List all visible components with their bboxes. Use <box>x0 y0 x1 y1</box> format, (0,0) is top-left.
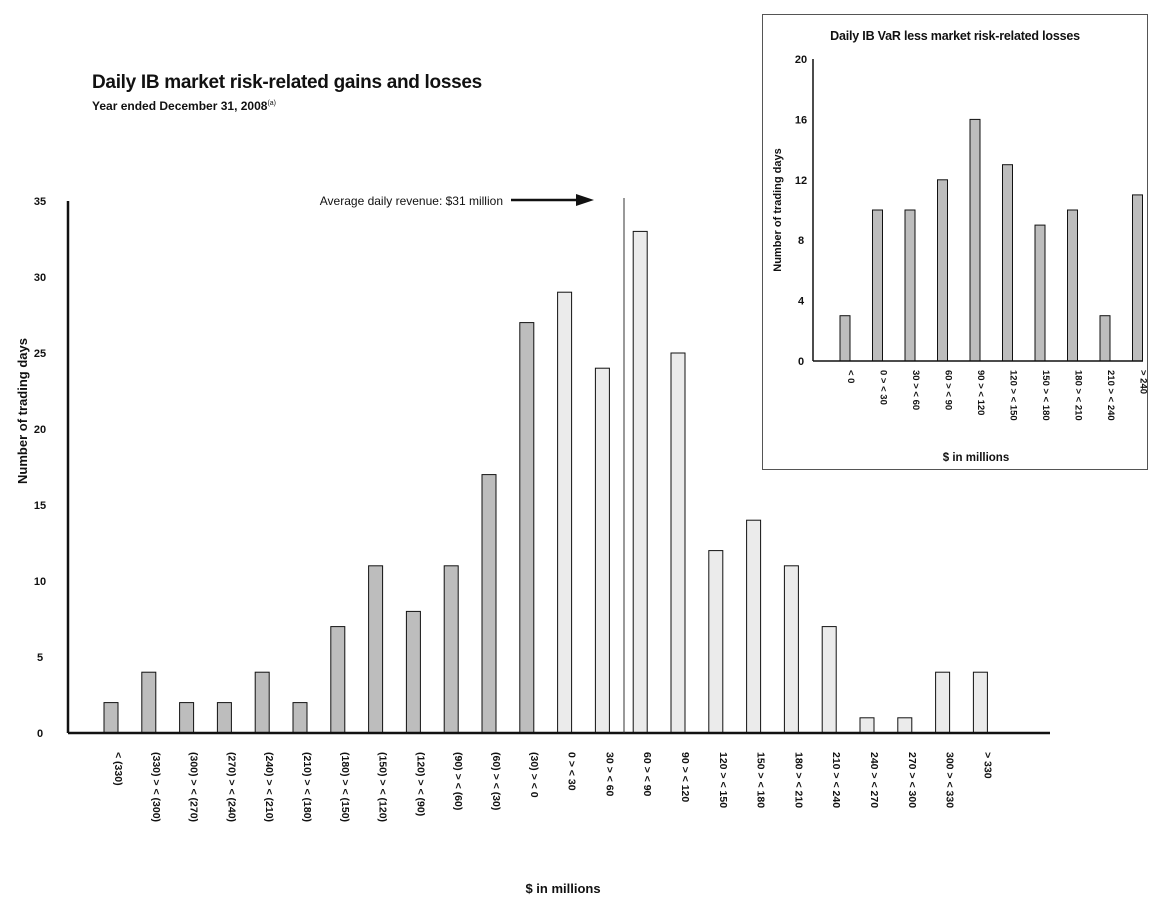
inset-x-tick-label: 210 > < 240 <box>1105 370 1116 421</box>
main-x-tick-label: > 330 <box>981 752 993 779</box>
main-y-tick-label: 10 <box>34 576 46 588</box>
main-bar <box>557 291 573 734</box>
main-bar <box>519 322 535 734</box>
inset-bar <box>839 315 851 362</box>
annotation-arrow-head <box>576 194 594 206</box>
main-x-tick-label: 120 > < 150 <box>717 752 729 808</box>
inset-x-tick-label: 30 > < 60 <box>910 370 921 410</box>
main-bar <box>103 702 119 734</box>
main-x-tick-label: (300) > < (270) <box>188 752 200 822</box>
main-y-axis-label: Number of trading days <box>15 338 30 484</box>
main-bar <box>443 565 459 734</box>
main-x-tick-label: 240 > < 270 <box>868 752 880 808</box>
inset-bar <box>872 209 883 362</box>
main-x-tick-label: 300 > < 330 <box>944 752 956 808</box>
inset-bar <box>937 179 948 362</box>
main-bar <box>708 550 724 734</box>
main-bar <box>405 610 421 734</box>
inset-x-tick-label: 60 > < 90 <box>943 370 954 410</box>
main-bar <box>594 367 610 734</box>
main-bar <box>179 702 195 734</box>
subtitle-footnote-marker: (a) <box>267 100 277 107</box>
main-bar <box>292 702 308 734</box>
main-x-tick-label: (90) > < (60) <box>452 752 464 810</box>
inset-y-tick-label: 16 <box>795 114 807 126</box>
inset-bar <box>1099 315 1111 362</box>
main-bar <box>254 671 270 734</box>
main-bar <box>481 474 497 734</box>
main-chart-subtitle: Year ended December 31, 2008(a) <box>92 99 276 113</box>
inset-bar <box>969 118 981 362</box>
average-revenue-annotation: Average daily revenue: $31 million <box>320 194 503 208</box>
inset-bar <box>1002 164 1013 362</box>
inset-bar <box>904 209 916 362</box>
inset-x-tick-label: 180 > < 210 <box>1073 370 1084 421</box>
main-x-tick-label: (240) > < (210) <box>263 752 275 822</box>
inset-y-tick-label: 8 <box>798 235 804 247</box>
inset-y-axis-label: Number of trading days <box>772 148 784 271</box>
main-x-tick-label: < (330) <box>112 752 124 786</box>
inset-x-tick-label: 0 > < 30 <box>878 370 889 405</box>
inset-y-tick-label: 4 <box>798 296 805 308</box>
main-y-tick-label: 20 <box>34 424 46 436</box>
inset-bar <box>1067 209 1078 362</box>
main-y-tick-label: 15 <box>34 500 46 512</box>
main-x-tick-label: (270) > < (240) <box>225 752 237 822</box>
inset-x-tick-label: > 240 <box>1138 370 1148 394</box>
main-y-tick-label: 25 <box>34 348 46 360</box>
main-bar <box>935 671 951 734</box>
main-bar <box>141 671 157 734</box>
main-y-tick-label: 0 <box>37 728 43 740</box>
main-x-tick-label: 210 > < 240 <box>830 752 842 808</box>
main-bar <box>897 717 913 734</box>
main-chart-subtitle-text: Year ended December 31, 2008 <box>92 99 268 113</box>
main-bar <box>746 519 762 734</box>
main-y-tick-label: 35 <box>34 196 46 208</box>
inset-y-tick-label: 0 <box>798 356 804 368</box>
main-x-tick-label: (180) > < (150) <box>339 752 351 822</box>
main-x-tick-label: 180 > < 210 <box>792 752 804 808</box>
main-x-axis-label: $ in millions <box>525 881 600 896</box>
main-bar <box>670 352 686 734</box>
main-bar <box>216 702 232 734</box>
main-bar <box>632 230 648 734</box>
main-x-tick-label: 90 > < 120 <box>679 752 691 802</box>
inset-x-tick-label: 120 > < 150 <box>1008 370 1019 421</box>
inset-chart-panel: Daily IB VaR less market risk-related lo… <box>762 14 1148 470</box>
main-x-tick-label: 270 > < 300 <box>906 752 918 808</box>
main-bar <box>330 626 346 734</box>
inset-y-tick-label: 12 <box>795 175 807 187</box>
main-bar <box>783 565 799 734</box>
main-x-tick-label: (210) > < (180) <box>301 752 313 822</box>
main-y-tick-label: 5 <box>37 652 43 664</box>
inset-bar <box>1034 224 1046 362</box>
main-x-tick-label: (150) > < (120) <box>377 752 389 822</box>
inset-chart: 0 4 8 12 16 20 < 0 0 > < 30 30 > < 60 60 > < 90 90… <box>772 54 1148 464</box>
main-y-tick-label: 30 <box>34 272 46 284</box>
inset-x-axis-label: $ in millions <box>943 452 1009 464</box>
main-x-tick-label: 60 > < 90 <box>641 752 653 797</box>
main-bar <box>821 626 837 734</box>
main-x-tick-label: (120) > < (90) <box>414 752 426 816</box>
main-bar <box>972 671 988 734</box>
inset-x-tick-label: 150 > < 180 <box>1040 370 1051 421</box>
inset-bar <box>1132 194 1143 362</box>
main-bar <box>859 717 875 734</box>
main-x-tick-label: 150 > < 180 <box>755 752 767 808</box>
inset-y-tick-label: 20 <box>795 54 807 66</box>
main-x-tick-label: (30) > < 0 <box>528 752 540 798</box>
main-x-tick-label: (60) > < (30) <box>490 752 502 810</box>
main-bar <box>368 565 384 734</box>
inset-x-tick-label: 90 > < 120 <box>975 370 986 415</box>
main-chart-title: Daily IB market risk-related gains and l… <box>92 72 482 93</box>
main-x-tick-label: (330) > < (300) <box>150 752 162 822</box>
main-x-tick-label: 0 > < 30 <box>566 752 578 791</box>
inset-chart-title: Daily IB VaR less market risk-related lo… <box>830 29 1080 43</box>
inset-x-tick-label: < 0 <box>845 370 856 383</box>
main-x-tick-label: 30 > < 60 <box>603 752 615 797</box>
